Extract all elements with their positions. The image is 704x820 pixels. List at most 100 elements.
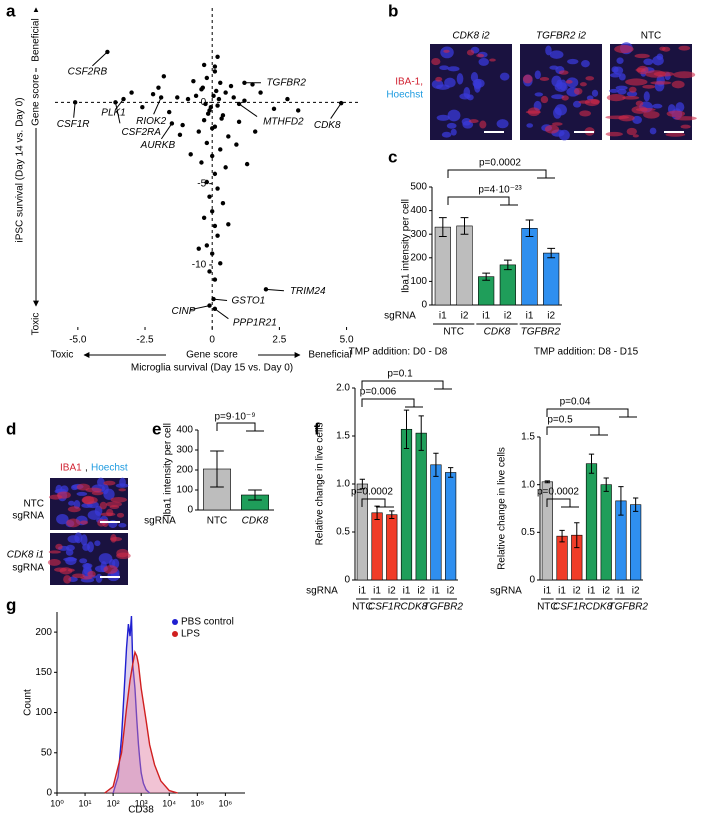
gene-point [212, 223, 218, 229]
gene-point [228, 83, 234, 89]
cell-nucleus [675, 102, 685, 113]
row-label: sgRNA [12, 511, 44, 522]
cell-body [673, 71, 696, 79]
gene-point [207, 303, 212, 308]
gene-label: CSF1R [57, 119, 90, 130]
cell-nucleus [545, 45, 552, 56]
cell-body [605, 131, 623, 137]
cell-body [622, 95, 640, 100]
error-bar [559, 529, 565, 543]
image-header: NTC [641, 31, 662, 42]
y-tick-label: 0 [46, 788, 52, 799]
cell-body [431, 57, 441, 66]
bar [600, 484, 612, 581]
bar [415, 432, 427, 581]
error-bar [618, 486, 624, 516]
gene-point [236, 119, 242, 125]
cell-body [544, 124, 560, 134]
label-connector [73, 102, 76, 118]
error-bar [403, 409, 410, 449]
y-tick-label: 0 [201, 97, 207, 108]
cell-nucleus [591, 89, 599, 97]
p-value: p=4·10⁻²³ [478, 185, 522, 196]
bracket [361, 380, 452, 390]
panel-label: f [314, 419, 320, 438]
gene-point [212, 69, 218, 74]
bracket [546, 498, 579, 508]
stain-label: IBA-1, [395, 77, 423, 88]
cell-body [116, 512, 125, 518]
cell-nucleus [87, 510, 101, 520]
y-tick-label: 150 [35, 667, 52, 678]
cell-body [87, 570, 96, 578]
bar [371, 512, 383, 581]
x-tick-label: i1 [543, 586, 551, 597]
gene-point [226, 222, 231, 227]
gene-point [250, 82, 255, 87]
gene-point [167, 109, 172, 115]
x-axis-label: sgRNA [144, 516, 176, 527]
gene-point [226, 134, 231, 139]
cell-nucleus [618, 73, 626, 81]
cell-body [522, 74, 533, 84]
cell-nucleus [447, 66, 460, 72]
y-tick-label: 1.5 [336, 431, 350, 442]
gene-label: CSF2RB [68, 67, 108, 78]
gene-point [210, 126, 215, 131]
axis-note: Toxic [51, 350, 74, 361]
x-tick-label: NTC [207, 516, 228, 527]
y-tick-label: 300 [410, 229, 427, 240]
gene-point [185, 96, 191, 102]
cell-nucleus [615, 85, 628, 91]
cell-body [565, 79, 573, 84]
error-bar [547, 247, 556, 259]
x-tick-label: 5.0 [340, 335, 354, 346]
y-axis-label: Count [23, 689, 34, 716]
y-tick-label: 0.5 [336, 527, 350, 538]
cell-body [643, 110, 660, 119]
cell-nucleus [82, 543, 91, 551]
bracket [361, 398, 423, 408]
chart-title: TMP addition: D8 - D15 [534, 347, 639, 358]
gene-label: TRIM24 [290, 286, 326, 297]
gene-point [208, 105, 214, 110]
x-tick-label: i2 [447, 586, 455, 597]
x-tick-label: 10⁶ [219, 798, 233, 808]
gene-label: CSF2RA [121, 127, 161, 138]
gene-point [203, 101, 208, 107]
p-value: p=0.0002 [351, 487, 393, 498]
cell-nucleus [473, 80, 481, 93]
gene-point [295, 108, 301, 113]
x-tick-label: i2 [632, 586, 640, 597]
cell-nucleus [444, 77, 456, 88]
cell-nucleus [459, 93, 471, 100]
error-bar [418, 415, 424, 451]
stain-label: Hoechst [91, 463, 128, 474]
error-bar [447, 467, 454, 478]
legend-label: PBS control [181, 617, 234, 628]
group-label: TGFBR2 [424, 602, 464, 613]
x-tick-label: i1 [403, 586, 411, 597]
row-label: CDK8 i1 [7, 550, 44, 561]
x-tick-label: i2 [417, 586, 425, 597]
panel-label: c [388, 147, 397, 166]
gene-point [188, 152, 193, 157]
cell-body [551, 122, 563, 126]
gene-point [207, 194, 212, 199]
gene-point [156, 85, 161, 90]
cell-body [674, 116, 697, 121]
x-tick-label: i1 [439, 311, 447, 322]
cell-nucleus [643, 58, 654, 66]
row-label: NTC [23, 499, 44, 510]
panel-label: a [6, 1, 16, 20]
y-tick-label: 0.5 [521, 527, 535, 538]
gene-point [161, 74, 167, 79]
bar [434, 226, 451, 306]
cell-body [527, 107, 541, 117]
bar [499, 264, 516, 306]
cell-body [105, 501, 122, 507]
gene-point [180, 122, 185, 128]
gene-point [129, 90, 134, 95]
y-tick-label: 200 [410, 252, 427, 263]
